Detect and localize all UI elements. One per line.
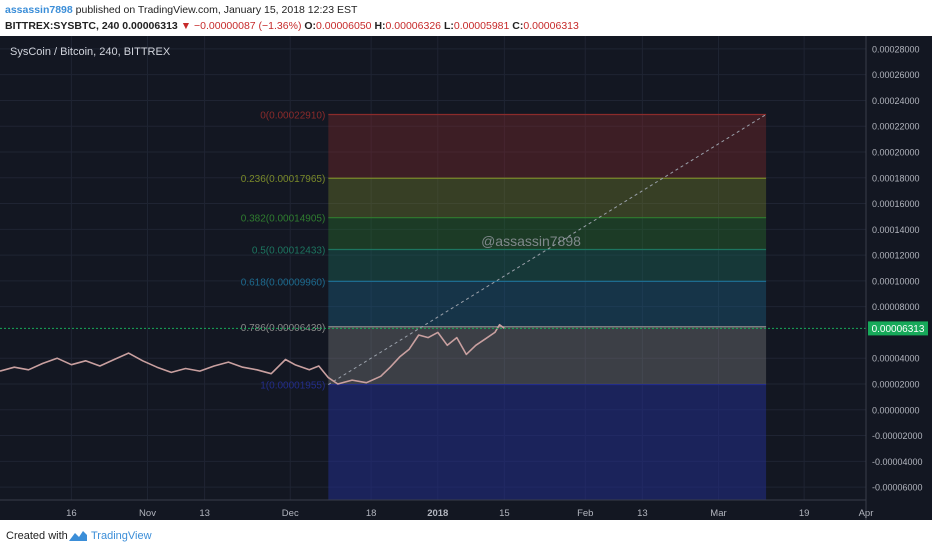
- tradingview-brand-link[interactable]: TradingView: [91, 530, 152, 542]
- fib-retracement[interactable]: 0(0.00022910) 0.236(0.00017965) 0.382(0.00…: [241, 110, 767, 500]
- fib-zone: [328, 178, 767, 218]
- price-axis[interactable]: 0.00028000 0.00026000 0.00024000 0.00022000…: [872, 44, 923, 492]
- last-price: 0.00006313: [122, 20, 178, 32]
- open-value: 0.00006050: [316, 20, 372, 32]
- price-tick-label: 0.00010000: [872, 276, 920, 286]
- time-tick-label: 13: [199, 508, 210, 519]
- fib-level-label: 1(0.00001955): [260, 381, 325, 392]
- price-tick-label: -0.00004000: [872, 457, 923, 467]
- fib-zone: [328, 114, 767, 179]
- price-tick-label: 0.00002000: [872, 380, 920, 390]
- price-tick-label: 0.00000000: [872, 405, 920, 415]
- price-tick-label: 0.00026000: [872, 70, 920, 80]
- price-tick-label: 0.00022000: [872, 122, 920, 132]
- time-tick-label: 18: [366, 508, 377, 519]
- down-arrow-icon: ▼: [180, 20, 192, 32]
- current-price-badge: 0.00006313: [868, 321, 928, 336]
- close-value: 0.00006313: [523, 20, 579, 32]
- fib-zone: [328, 249, 767, 282]
- fib-level-label: 0.236(0.00017965): [241, 174, 326, 185]
- price-tick-label: 0.00012000: [872, 251, 920, 261]
- open-label: O:: [304, 20, 317, 32]
- time-tick-label: 19: [799, 508, 810, 519]
- fib-zone: [328, 217, 767, 250]
- time-tick-label: 15: [499, 508, 510, 519]
- price-chart[interactable]: 0(0.00022910) 0.236(0.00017965) 0.382(0.00…: [0, 36, 932, 520]
- fib-trend-line: [328, 114, 767, 386]
- price-tick-label: 0.00016000: [872, 199, 920, 209]
- fib-level-label: 0.786(0.00006439): [241, 323, 326, 334]
- fib-zone: [328, 326, 767, 385]
- price-tick-label: 0.00014000: [872, 225, 920, 235]
- low-value: 0.00005981: [453, 20, 510, 32]
- fib-level-label: 0.5(0.00012433): [252, 246, 325, 257]
- price-tick-label: 0.00028000: [872, 44, 920, 54]
- publish-line: assassin7898 published on TradingView.co…: [5, 4, 357, 16]
- author-link[interactable]: assassin7898: [5, 4, 73, 16]
- high-label: H:: [374, 20, 386, 32]
- time-tick-label: Mar: [710, 508, 726, 519]
- time-tick-label: 16: [66, 508, 77, 519]
- time-tick-label: 13: [637, 508, 648, 519]
- published-text: published on TradingView.com, January 15…: [75, 4, 358, 16]
- fib-level-label: 0(0.00022910): [260, 110, 325, 121]
- fib-level-label: 0.618(0.00009960): [241, 277, 326, 288]
- price-tick-label: -0.00006000: [872, 483, 923, 493]
- fib-zone: [328, 281, 767, 327]
- ohlc-line: BITTREX:SYSBTC, 240 0.00006313 ▼ −0.0000…: [5, 20, 579, 32]
- high-value: 0.00006326: [385, 20, 442, 32]
- price-series: [0, 323, 866, 385]
- price-tick-label: 0.00004000: [872, 354, 920, 364]
- time-tick-label: Nov: [139, 508, 156, 519]
- symbol-label: BITTREX:SYSBTC, 240: [5, 20, 120, 32]
- price-tick-label: 0.00008000: [872, 302, 920, 312]
- current-price-label: 0.00006313: [872, 324, 925, 335]
- time-tick-label: 2018: [427, 508, 448, 519]
- chart-header: assassin7898 published on TradingView.co…: [0, 0, 932, 36]
- time-tick-label: Dec: [282, 508, 299, 519]
- chart-watermark: @assassin7898: [481, 233, 581, 249]
- price-tick-label: 0.00018000: [872, 173, 920, 183]
- low-label: L:: [443, 20, 454, 32]
- price-tick-label: 0.00024000: [872, 96, 920, 106]
- created-with-text: Created with: [6, 530, 68, 542]
- close-label: C:: [512, 20, 524, 32]
- price-change: −0.00000087 (−1.36%): [194, 20, 302, 32]
- footer: Created with TradingView: [0, 520, 932, 550]
- time-axis[interactable]: 16 Nov 13 Dec 18 2018 15 Feb 13 Mar 19 Apr: [66, 508, 873, 519]
- price-tick-label: -0.00002000: [872, 431, 923, 441]
- time-tick-label: Feb: [577, 508, 593, 519]
- price-line: [0, 323, 505, 385]
- chart-title: SysCoin / Bitcoin, 240, BITTREX: [10, 46, 171, 58]
- fib-level-label: 0.382(0.00014905): [241, 214, 326, 225]
- current-price-badge-bg: [868, 321, 928, 336]
- price-tick-label: 0.00020000: [872, 148, 920, 158]
- fib-zone-extension: [328, 384, 767, 500]
- tradingview-logo-icon: [69, 531, 87, 541]
- time-tick-label: Apr: [859, 508, 874, 519]
